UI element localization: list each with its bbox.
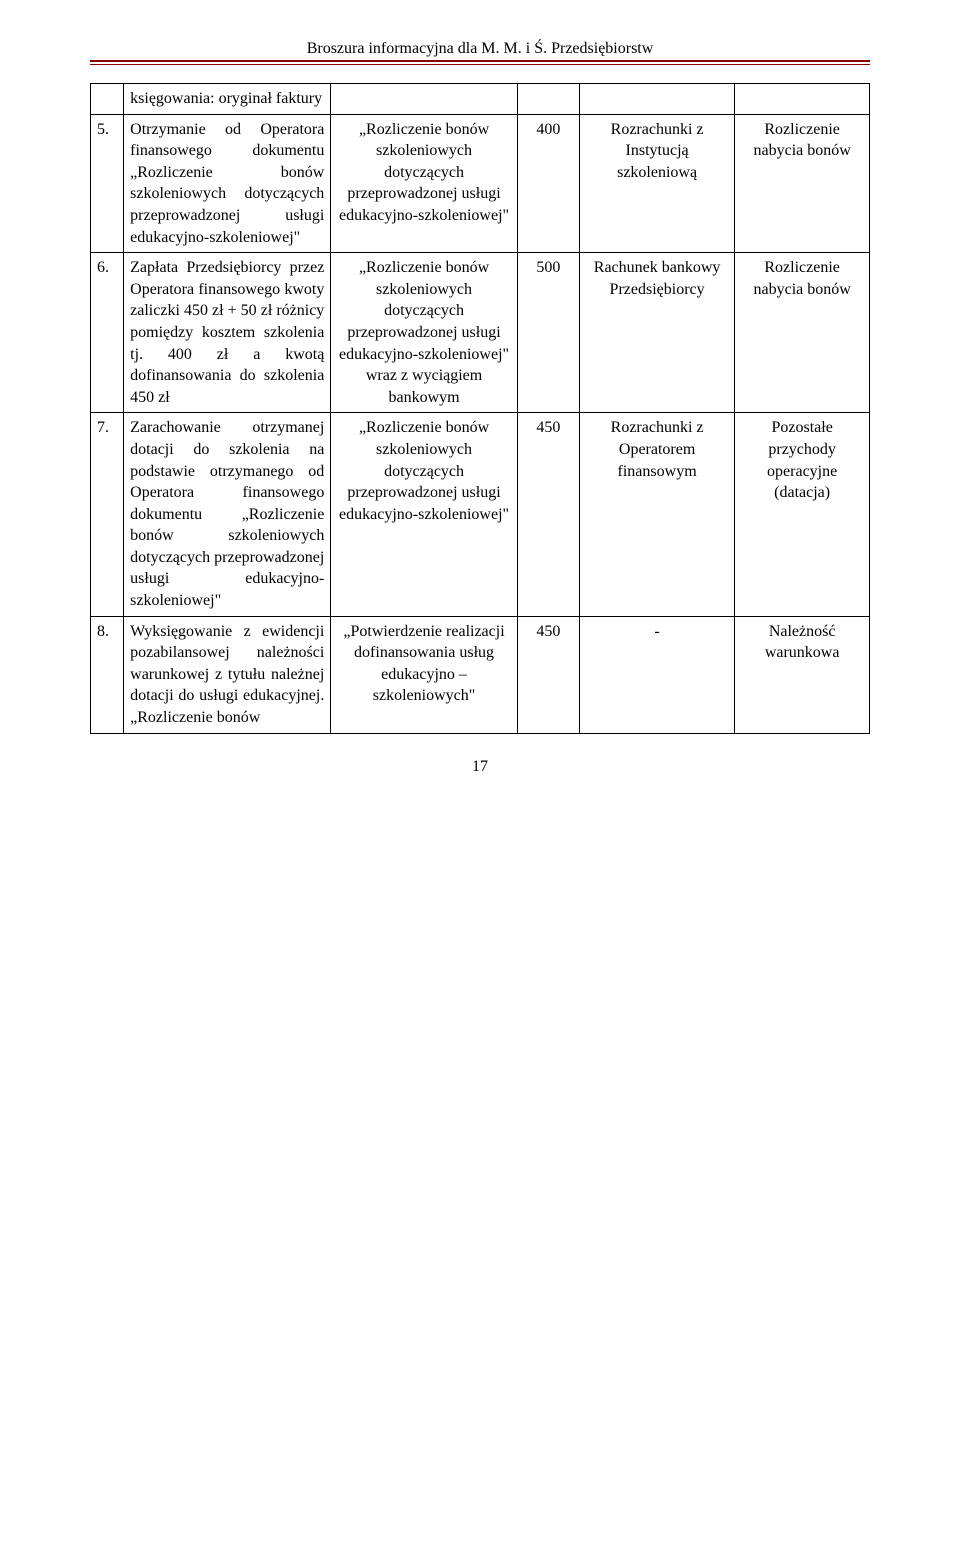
cell-acc: -	[579, 616, 734, 733]
cell-desc: Otrzymanie od Operatora finansowego doku…	[124, 114, 331, 253]
cell-doc: „Rozliczenie bonów szkoleniowych dotyczą…	[331, 253, 517, 413]
cell-num: 7.	[91, 413, 124, 616]
cell-amt: 450	[517, 616, 579, 733]
cell-res: Należność warunkowa	[735, 616, 870, 733]
table-row: 6. Zapłata Przedsiębiorcy przez Operator…	[91, 253, 870, 413]
table-row: 5. Otrzymanie od Operatora finansowego d…	[91, 114, 870, 253]
cell-acc: Rozrachunki z Instytucją szkoleniową	[579, 114, 734, 253]
cell-amt: 450	[517, 413, 579, 616]
cell-acc	[579, 84, 734, 115]
header-rule-thin	[90, 64, 870, 65]
cell-num: 5.	[91, 114, 124, 253]
cell-acc: Rozrachunki z Operatorem finansowym	[579, 413, 734, 616]
cell-num: 8.	[91, 616, 124, 733]
cell-res: Pozostałe przychody operacyjne (datacja)	[735, 413, 870, 616]
cell-doc	[331, 84, 517, 115]
cell-amt	[517, 84, 579, 115]
cell-amt: 500	[517, 253, 579, 413]
cell-res: Rozliczenie nabycia bonów	[735, 114, 870, 253]
cell-res: Rozliczenie nabycia bonów	[735, 253, 870, 413]
cell-num	[91, 84, 124, 115]
table-row: 8. Wyksięgowanie z ewidencji pozabilanso…	[91, 616, 870, 733]
page-number: 17	[90, 758, 870, 776]
cell-doc: „Rozliczenie bonów szkoleniowych dotyczą…	[331, 413, 517, 616]
cell-desc: Zapłata Przedsiębiorcy przez Operatora f…	[124, 253, 331, 413]
cell-desc: Wyksięgowanie z ewidencji pozabilansowej…	[124, 616, 331, 733]
cell-doc: „Potwierdzenie realizacji dofinansowania…	[331, 616, 517, 733]
table-row: księgowania: oryginał faktury	[91, 84, 870, 115]
page-container: Broszura informacyjna dla M. M. i Ś. Prz…	[0, 0, 960, 816]
cell-amt: 400	[517, 114, 579, 253]
page-header-title: Broszura informacyjna dla M. M. i Ś. Prz…	[90, 40, 870, 58]
accounting-table: księgowania: oryginał faktury 5. Otrzyma…	[90, 83, 870, 734]
cell-res	[735, 84, 870, 115]
header-rule-thick	[90, 60, 870, 62]
cell-acc: Rachunek bankowy Przedsiębiorcy	[579, 253, 734, 413]
cell-doc: „Rozliczenie bonów szkoleniowych dotyczą…	[331, 114, 517, 253]
cell-num: 6.	[91, 253, 124, 413]
cell-desc: Zarachowanie otrzymanej dotacji do szkol…	[124, 413, 331, 616]
table-row: 7. Zarachowanie otrzymanej dotacji do sz…	[91, 413, 870, 616]
cell-desc: księgowania: oryginał faktury	[124, 84, 331, 115]
